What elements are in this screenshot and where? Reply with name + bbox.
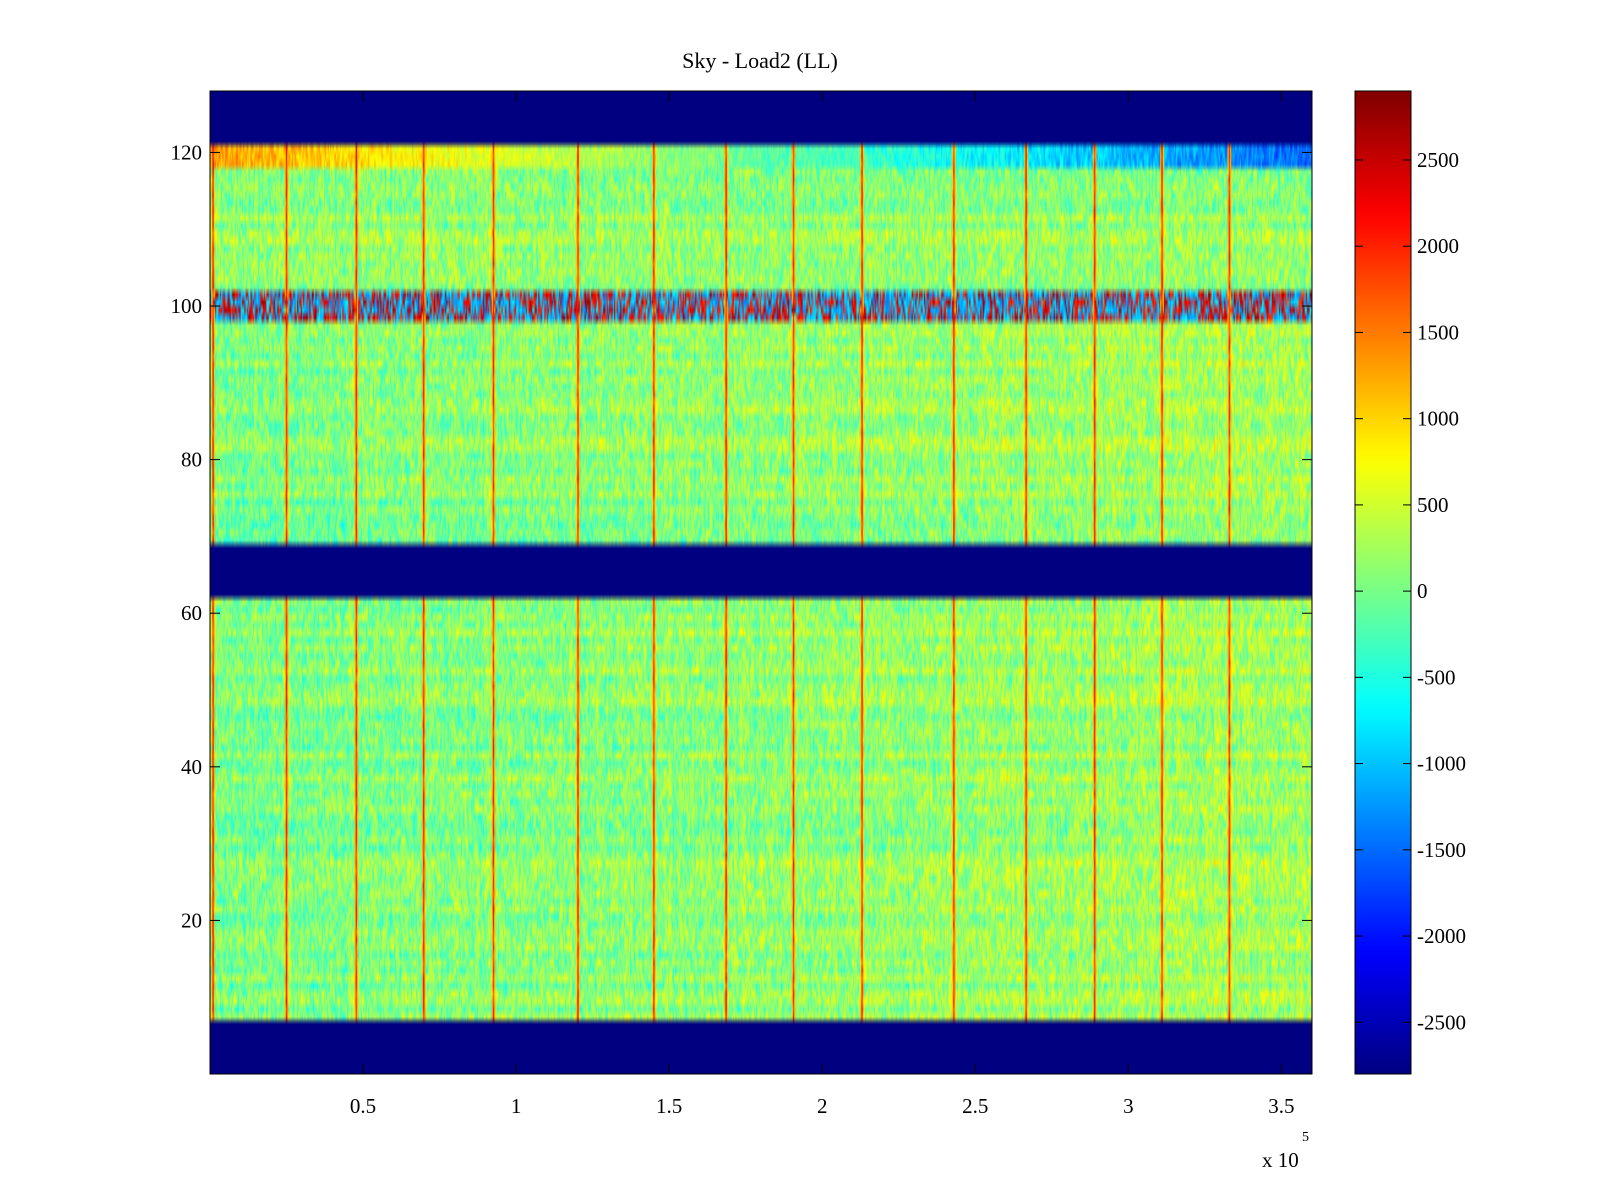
colorbar-tick-label: -2000 (1417, 924, 1466, 948)
colorbar-frame (1354, 90, 1412, 1075)
x-axis-exponent-base: x 10 (1262, 1148, 1299, 1172)
x-tick-label: 2 (817, 1094, 828, 1118)
x-tick-label: 3.5 (1268, 1094, 1294, 1118)
y-tick-label: 100 (171, 294, 203, 318)
x-axis-exponent-power: 5 (1302, 1130, 1309, 1145)
x-tick-label: 2.5 (962, 1094, 988, 1118)
colorbar-tick-label: -500 (1417, 665, 1456, 689)
x-axis-ticks: 0.5 1 1.5 2 2.5 3 3.5 (350, 91, 1295, 1118)
y-tick-label: 20 (181, 908, 202, 932)
heatmap-image (210, 91, 1312, 1074)
y-tick-label: 40 (181, 755, 202, 779)
y-axis-ticks: 20 40 60 80 100 120 (171, 140, 1312, 932)
colorbar-tick-label: -1500 (1417, 838, 1466, 862)
x-tick-label: 1 (511, 1094, 522, 1118)
colorbar-ticks: 2500 2000 1500 1000 500 0 -500 -1000 -1500 -2000 -… (1355, 148, 1466, 1034)
colorbar-gradient (1355, 91, 1411, 1074)
colorbar-tick-label: 1500 (1417, 320, 1459, 344)
colorbar-tick-label: 2500 (1417, 148, 1459, 172)
y-tick-label: 120 (171, 140, 203, 164)
y-tick-label: 80 (181, 448, 202, 472)
colorbar-tick-label: 1000 (1417, 407, 1459, 431)
colorbar-tick-label: -2500 (1417, 1010, 1466, 1034)
plot-frame (209, 90, 1313, 1075)
y-tick-label: 60 (181, 601, 202, 625)
x-tick-label: 1.5 (656, 1094, 682, 1118)
chart-title: Sky - Load2 (LL) (682, 48, 838, 73)
colorbar-tick-label: 0 (1417, 579, 1428, 603)
x-tick-label: 0.5 (350, 1094, 376, 1118)
x-tick-label: 3 (1123, 1094, 1134, 1118)
colorbar-tick-label: 500 (1417, 493, 1449, 517)
colorbar-tick-label: -1000 (1417, 752, 1466, 776)
colorbar-tick-label: 2000 (1417, 234, 1459, 258)
